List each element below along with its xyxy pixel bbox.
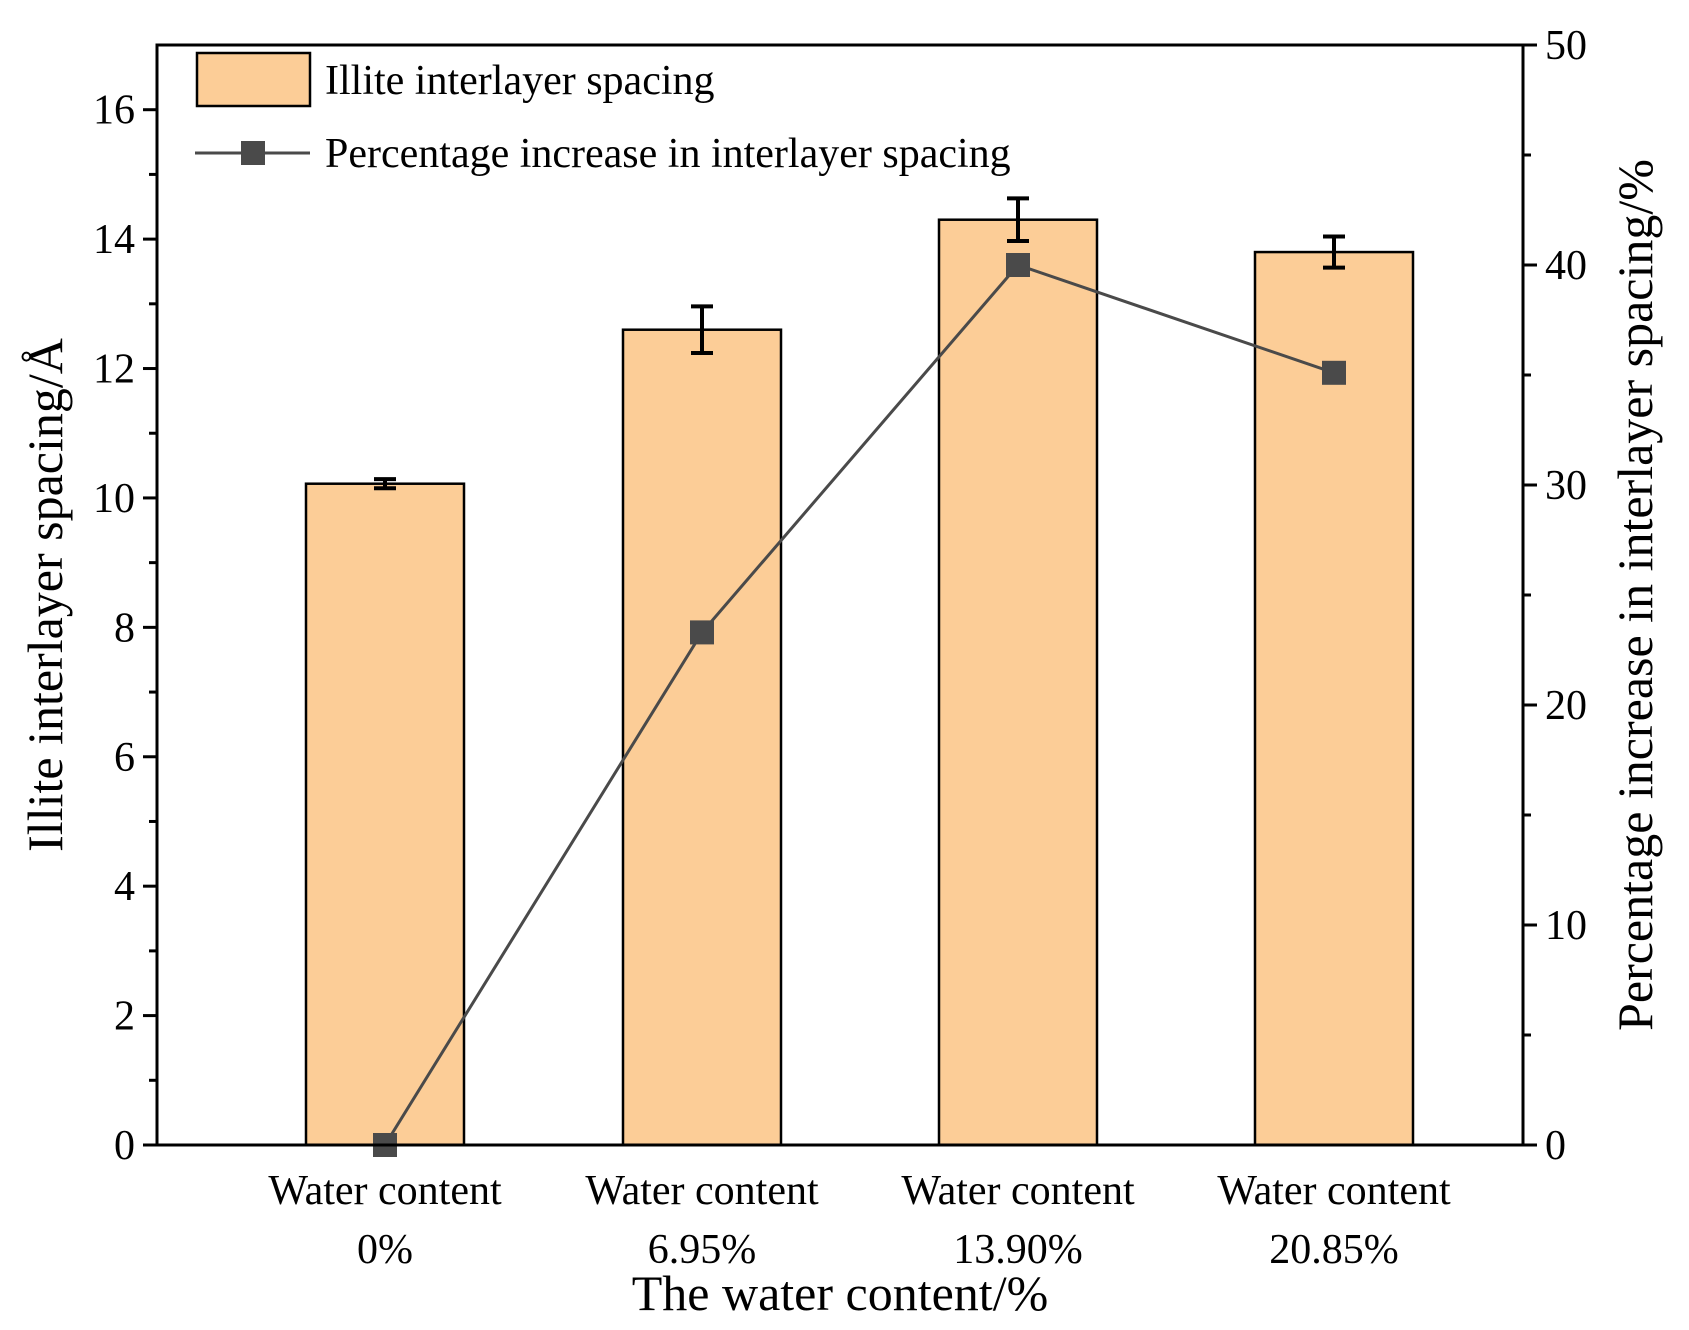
y2-axis-title: Percentage increase in interlayer spacin… — [1607, 159, 1663, 1031]
y-tick-label: 2 — [114, 994, 135, 1040]
y2-tick-label: 40 — [1545, 243, 1587, 289]
bar — [1253, 250, 1415, 1147]
y-tick-label: 8 — [114, 605, 135, 651]
x-category-sublabel: 13.90% — [953, 1227, 1083, 1273]
y-tick-label: 16 — [93, 88, 135, 134]
y-axis-title: Illite interlayer spacing/Å — [17, 338, 73, 852]
y-tick-label: 14 — [93, 217, 135, 263]
y2-tick-label: 20 — [1545, 683, 1587, 729]
legend-line-marker — [241, 141, 265, 165]
y2-tick-label: 30 — [1545, 463, 1587, 509]
y2-tick-label: 0 — [1545, 1123, 1566, 1169]
bar — [304, 482, 466, 1147]
x-category-label: Water content — [585, 1168, 819, 1214]
line-marker — [1322, 360, 1346, 385]
percentage-line — [383, 263, 1335, 1146]
legend: Illite interlayer spacing Percentage inc… — [195, 51, 1011, 177]
y-tick-label: 0 — [114, 1123, 135, 1169]
y-tick-label: 6 — [114, 735, 135, 781]
y-tick-label: 10 — [93, 476, 135, 522]
x-axis-title: The water content/% — [632, 1265, 1048, 1321]
bar — [621, 328, 783, 1147]
legend-bar-swatch — [195, 51, 312, 108]
x-category-sublabel: 0% — [357, 1227, 413, 1273]
legend-bar-label: Illite interlayer spacing — [325, 58, 715, 104]
bar — [937, 218, 1099, 1147]
error-bars-group — [374, 196, 1345, 491]
x-category-sublabel: 6.95% — [648, 1227, 757, 1273]
x-category-sublabel: 20.85% — [1269, 1227, 1399, 1273]
legend-line-label: Percentage increase in interlayer spacin… — [325, 131, 1011, 177]
line-marker — [690, 620, 714, 645]
axes-group: 0 2 4 6 8 10 12 14 16 0 10 20 30 40 50 Water content 0% W… — [93, 23, 1587, 1273]
y-tick-label: 4 — [114, 864, 135, 910]
x-category-label: Water content — [1217, 1168, 1451, 1214]
y2-tick-label: 50 — [1545, 23, 1587, 69]
line-marker — [1006, 253, 1030, 277]
y2-tick-label: 10 — [1545, 903, 1587, 949]
y-tick-label: 12 — [93, 347, 135, 393]
line-series-group — [373, 253, 1346, 1157]
x-category-label: Water content — [901, 1168, 1135, 1214]
x-category-label: Water content — [268, 1168, 502, 1214]
